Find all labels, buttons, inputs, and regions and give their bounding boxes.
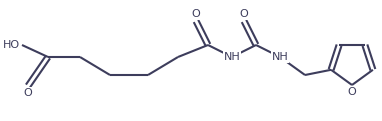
Text: O: O xyxy=(348,87,356,97)
Text: NH: NH xyxy=(223,52,240,62)
Text: NH: NH xyxy=(272,52,288,62)
Text: O: O xyxy=(240,9,248,19)
Text: O: O xyxy=(24,88,32,98)
Text: HO: HO xyxy=(3,40,20,50)
Text: O: O xyxy=(192,9,201,19)
